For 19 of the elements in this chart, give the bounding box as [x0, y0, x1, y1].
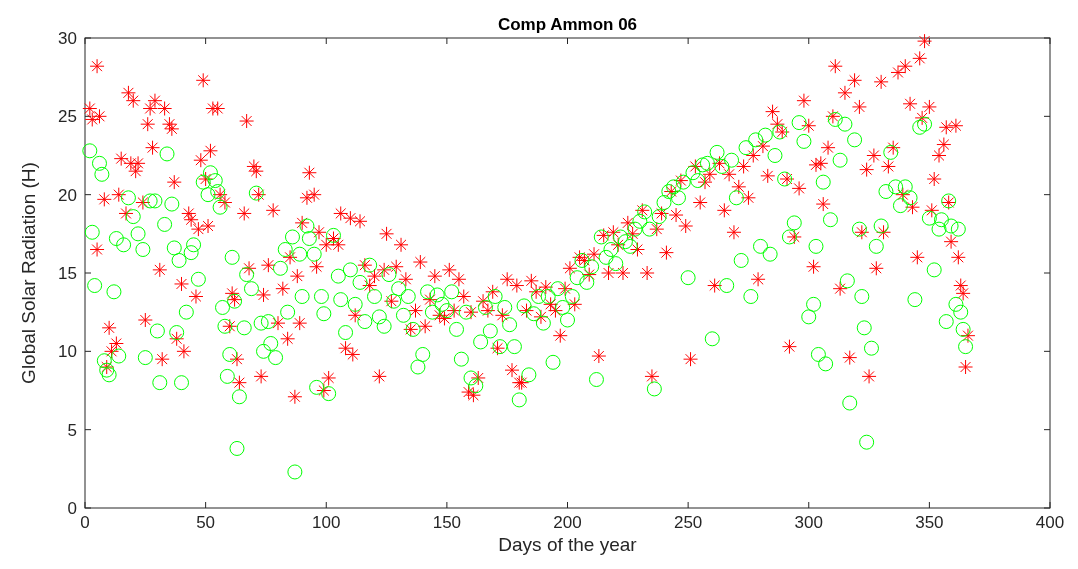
- x-tick-label: 50: [196, 513, 216, 532]
- x-tick-label: 300: [794, 513, 823, 532]
- y-tick-label: 10: [58, 342, 77, 362]
- y-tick-label: 25: [58, 107, 77, 127]
- x-tick-label: 150: [432, 513, 462, 532]
- x-tick-label: 0: [80, 513, 90, 532]
- chart-title: Comp Ammon 06: [497, 15, 638, 34]
- y-axis-title: Global Solar Radiation (H): [18, 162, 39, 384]
- x-axis-title: Days of the year: [498, 534, 638, 555]
- x-tick-label: 100: [312, 513, 341, 532]
- x-tick-label: 400: [1035, 513, 1065, 532]
- x-tick-label: 350: [915, 513, 944, 532]
- x-tick-label: 200: [553, 513, 582, 532]
- y-tick-label: 15: [58, 263, 77, 283]
- y-tick-label: 30: [58, 28, 77, 48]
- y-tick-label: 0: [67, 498, 77, 518]
- x-tick-label: 250: [673, 513, 703, 532]
- y-tick-label: 20: [58, 185, 77, 205]
- y-tick-label: 5: [67, 420, 77, 440]
